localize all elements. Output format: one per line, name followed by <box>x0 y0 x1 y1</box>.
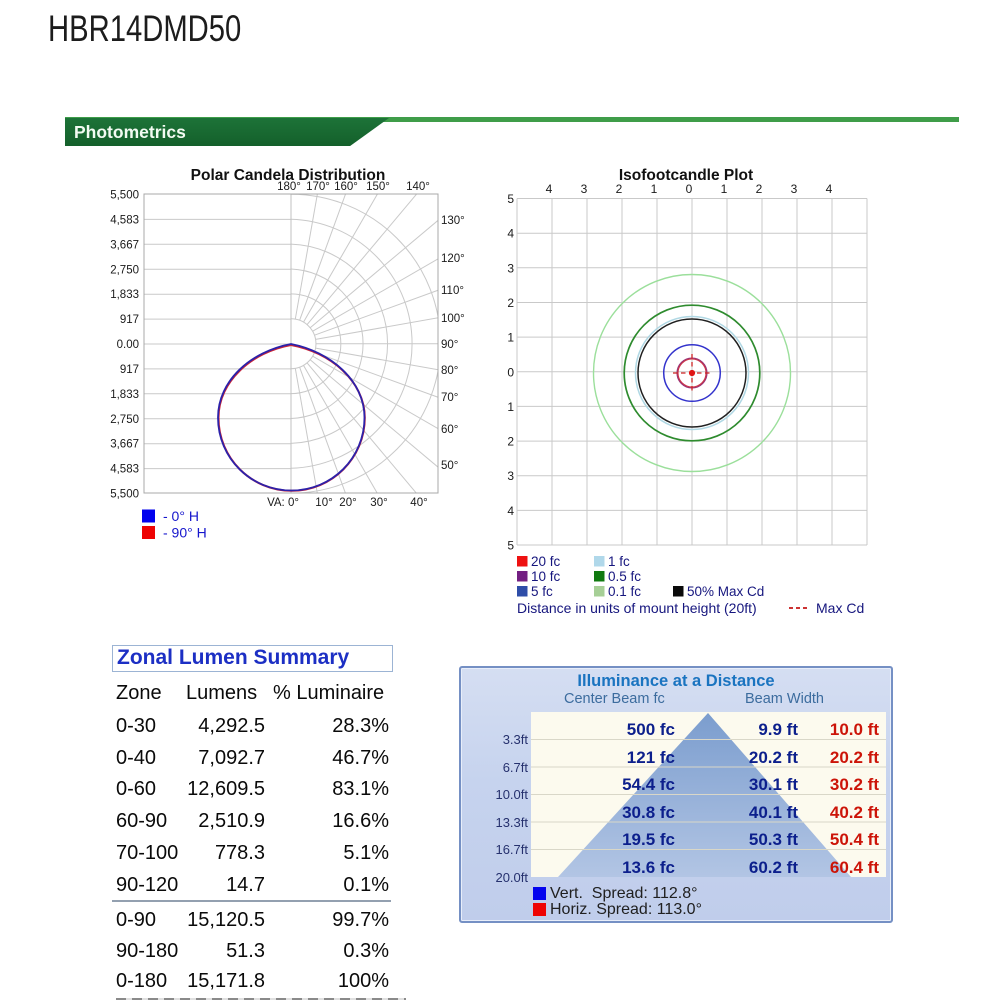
svg-text:4,583: 4,583 <box>110 214 139 226</box>
svg-text:4: 4 <box>507 504 514 518</box>
svg-text:5,500: 5,500 <box>110 190 139 202</box>
svg-text:40°: 40° <box>410 497 427 509</box>
svg-text:917: 917 <box>120 364 139 376</box>
svg-text:150°: 150° <box>366 181 390 193</box>
svg-text:2: 2 <box>616 182 623 196</box>
svg-text:3,667: 3,667 <box>110 439 139 451</box>
svg-text:5: 5 <box>507 539 514 553</box>
svg-text:3,667: 3,667 <box>110 239 139 251</box>
svg-text:4: 4 <box>546 182 553 196</box>
svg-text:1: 1 <box>507 400 514 414</box>
svg-text:50°: 50° <box>441 460 458 472</box>
svg-text:1: 1 <box>721 182 728 196</box>
svg-text:10°: 10° <box>315 497 332 509</box>
svg-text:50% Max Cd: 50% Max Cd <box>687 584 764 599</box>
svg-text:60°: 60° <box>441 424 458 436</box>
svg-text:1 fc: 1 fc <box>608 554 630 569</box>
svg-text:0: 0 <box>507 365 514 379</box>
svg-text:80°: 80° <box>441 365 458 377</box>
svg-text:1: 1 <box>651 182 658 196</box>
svg-text:110°: 110° <box>441 285 464 297</box>
svg-text:120°: 120° <box>441 253 465 265</box>
svg-text:2: 2 <box>507 435 514 449</box>
svg-text:3: 3 <box>507 261 514 275</box>
svg-text:Polar Candela Distribution: Polar Candela Distribution <box>191 167 386 184</box>
svg-text:90°: 90° <box>441 339 458 351</box>
svg-text:1,833: 1,833 <box>110 289 139 301</box>
svg-text:Isofootcandle Plot: Isofootcandle Plot <box>619 167 753 184</box>
svg-text:1,833: 1,833 <box>110 389 139 401</box>
svg-text:2: 2 <box>756 182 763 196</box>
svg-text:2,750: 2,750 <box>110 264 139 276</box>
svg-text:30°: 30° <box>370 497 387 509</box>
svg-text:3: 3 <box>791 182 798 196</box>
svg-text:VA: 0°: VA: 0° <box>267 497 299 509</box>
svg-text:2,750: 2,750 <box>110 414 139 426</box>
svg-text:160°: 160° <box>334 181 358 193</box>
svg-text:3: 3 <box>507 469 514 483</box>
svg-text:4: 4 <box>826 182 833 196</box>
svg-text:0: 0 <box>686 182 693 196</box>
svg-text:100°: 100° <box>441 313 465 325</box>
svg-text:170°: 170° <box>306 181 330 193</box>
svg-text:2: 2 <box>507 296 514 310</box>
svg-text:20 fc: 20 fc <box>531 554 561 569</box>
svg-text:10 fc: 10 fc <box>531 569 561 584</box>
svg-text:Distance in units of mount hei: Distance in units of mount height (20ft) <box>517 600 757 616</box>
svg-text:0.5 fc: 0.5 fc <box>608 569 641 584</box>
svg-text:180°: 180° <box>277 181 301 193</box>
svg-text:5: 5 <box>507 192 514 206</box>
svg-text:1: 1 <box>507 331 514 345</box>
svg-text:917: 917 <box>120 314 139 326</box>
svg-text:20°: 20° <box>339 497 356 509</box>
svg-text:70°: 70° <box>441 392 458 404</box>
svg-text:- 0° H: - 0° H <box>163 508 199 524</box>
svg-text:Max Cd: Max Cd <box>816 600 864 616</box>
svg-text:- 90° H: - 90° H <box>163 525 207 541</box>
svg-text:0.1 fc: 0.1 fc <box>608 584 641 599</box>
svg-text:5,500: 5,500 <box>110 489 139 501</box>
svg-text:0.00: 0.00 <box>117 339 139 351</box>
svg-text:4,583: 4,583 <box>110 464 139 476</box>
svg-text:5 fc: 5 fc <box>531 584 553 599</box>
svg-text:3: 3 <box>581 182 588 196</box>
svg-text:4: 4 <box>507 227 514 241</box>
svg-text:130°: 130° <box>441 215 465 227</box>
svg-text:140°: 140° <box>406 181 430 193</box>
